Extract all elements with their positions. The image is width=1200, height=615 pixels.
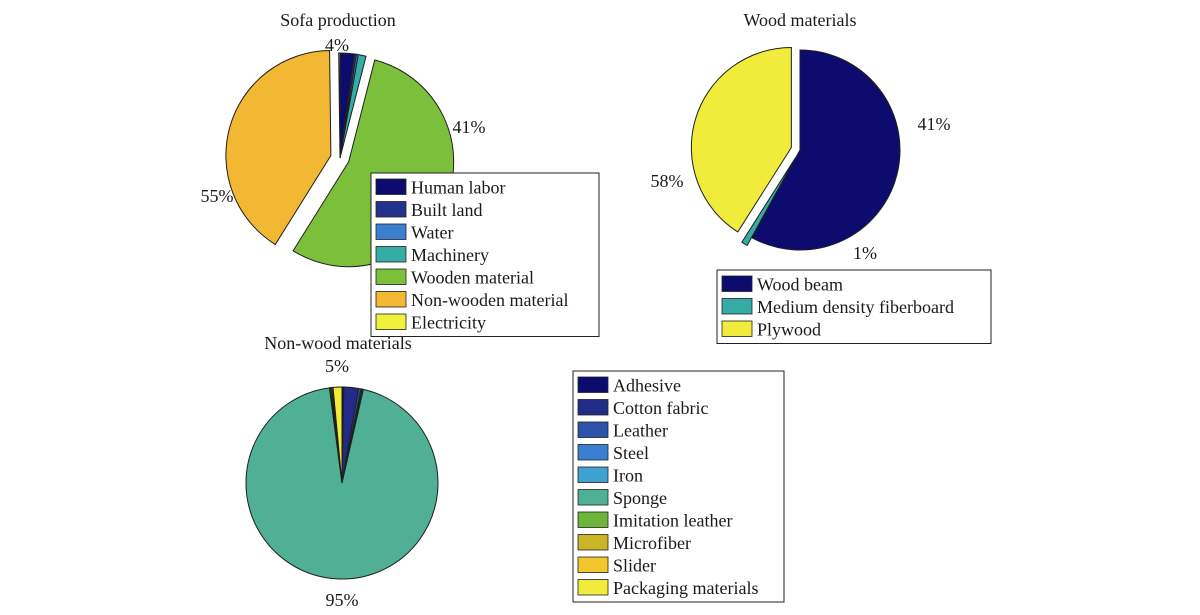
pct-label: 1%: [853, 243, 877, 263]
legend-swatch-electricity: [375, 313, 407, 330]
legend-label-non-wooden-material: Non-wooden material: [411, 290, 568, 310]
legend-label-wood-beam: Wood beam: [757, 275, 843, 295]
pie-slice-sponge: [245, 387, 439, 580]
legend-label-machinery: Machinery: [411, 245, 489, 265]
legend-label-imitation-leather: Imitation leather: [613, 511, 732, 531]
legend-swatch-imitation-leather: [577, 511, 609, 528]
legend-label-cotton-fabric: Cotton fabric: [613, 398, 708, 418]
legend-label-packaging-materials: Packaging materials: [613, 578, 758, 598]
legend-label-wooden-material: Wooden material: [411, 268, 534, 288]
pie-slice-machinery: [339, 54, 367, 159]
legend-swatch-non-wooden-material: [375, 291, 407, 308]
pct-label: 4%: [325, 35, 349, 55]
legend-label-sponge: Sponge: [613, 488, 667, 508]
legend-swatch-human-labor: [375, 178, 407, 195]
pct-label: 55%: [201, 186, 234, 206]
legend-label-water: Water: [411, 223, 454, 243]
pie-slice-medium-density-fiberboard: [741, 157, 796, 247]
pie-slice-wood-beam: [751, 49, 901, 251]
chart-title-sofa-production: Sofa production: [280, 10, 395, 30]
pie-slice-non-wooden-material: [225, 49, 332, 246]
pct-label: 58%: [651, 171, 684, 191]
wood-materials-chart: Wood materials 58% 1% 41% Wood beamMediu…: [651, 10, 992, 344]
legend-label-microfiber: Microfiber: [613, 533, 691, 553]
legend-label-medium-density-fiberboard: Medium density fiberboard: [757, 297, 954, 317]
legend-swatch-medium-density-fiberboard: [721, 298, 753, 315]
pie-slice-packaging-materials: [332, 386, 343, 484]
pct-label: 95%: [326, 590, 359, 610]
legend-swatch-packaging-materials: [577, 579, 609, 596]
chart-title-wood-materials: Wood materials: [743, 10, 856, 30]
pie-slice-plywood: [690, 46, 792, 233]
non-wood-materials-slices: [245, 386, 439, 580]
legend-label-steel: Steel: [613, 443, 649, 463]
legend-label-plywood: Plywood: [757, 320, 821, 340]
legend-swatch-built-land: [375, 201, 407, 218]
non-wood-materials-chart: Non-wood materials 5% 95% AdhesiveCotton…: [245, 333, 785, 610]
legend-swatch-iron: [577, 466, 609, 483]
legend-label-human-labor: Human labor: [411, 178, 505, 198]
legend-swatch-steel: [577, 444, 609, 461]
legend-box: [716, 269, 992, 344]
legend-swatch-wood-beam: [721, 275, 753, 292]
chart-title-non-wood-materials: Non-wood materials: [264, 333, 411, 353]
pct-label: 5%: [325, 356, 349, 376]
legend-label-iron: Iron: [613, 466, 643, 486]
legend-label-built-land: Built land: [411, 200, 483, 220]
legend-swatch-sponge: [577, 489, 609, 506]
legend-swatch-cotton-fabric: [577, 399, 609, 416]
wood-materials-slices: [690, 46, 901, 251]
legend-label-adhesive: Adhesive: [613, 376, 681, 396]
legend-swatch-plywood: [721, 320, 753, 337]
legend-swatch-slider: [577, 556, 609, 573]
legend-box: [370, 172, 600, 337]
legend-swatch-wooden-material: [375, 268, 407, 285]
pct-label: 41%: [453, 117, 486, 137]
legend-swatch-leather: [577, 421, 609, 438]
sofa-production-chart: Sofa production 4% 41% 55% Human laborBu…: [201, 10, 600, 337]
pie-slice-electricity: [338, 52, 341, 159]
legend-label-slider: Slider: [613, 556, 656, 576]
legend-swatch-microfiber: [577, 534, 609, 551]
legend-label-leather: Leather: [613, 421, 668, 441]
pct-label: 41%: [918, 114, 951, 134]
legend-swatch-adhesive: [577, 376, 609, 393]
legend-swatch-machinery: [375, 246, 407, 263]
legend-swatch-water: [375, 223, 407, 240]
legend-label-electricity: Electricity: [411, 313, 486, 333]
